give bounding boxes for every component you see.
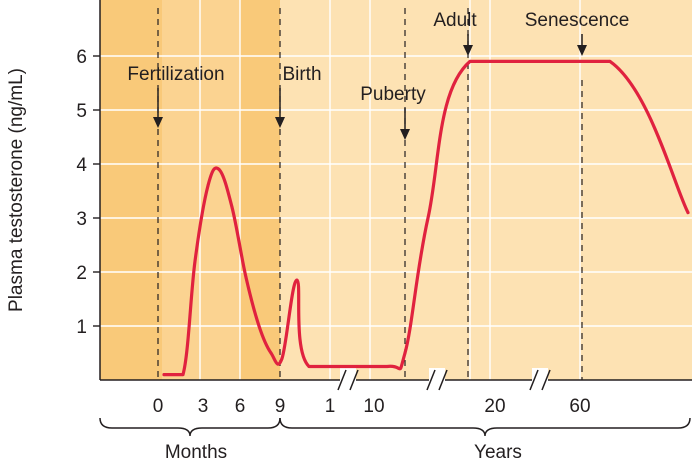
data-point [269,351,273,355]
period-braces: Months Years [99,417,691,463]
y-axis-label: Plasma testosterone (ng/mL) [6,68,27,312]
data-point [426,216,430,220]
y-tick-label: 3 [76,209,87,230]
event-markers [157,8,583,380]
data-point [468,59,472,63]
y-tick-label: 1 [76,317,87,338]
axis-break-mark [349,369,359,391]
event-labels: Fertilization Birth Puberty Adult Senescence [127,10,629,140]
x-tick-label: 9 [275,396,286,417]
data-point [307,365,311,368]
data-point [295,278,299,282]
data-point [385,365,389,368]
data-point [206,184,210,188]
event-label: Adult [433,10,477,31]
data-point [217,167,221,171]
axis-breaks [337,368,551,392]
data-point [608,59,612,63]
brace-months [99,417,281,437]
event-arrow-head [153,117,163,128]
x-tick-label: 60 [569,396,590,417]
y-tick-label: 4 [76,155,87,176]
axis-break-mark [426,369,436,391]
x-tick-label: 6 [235,396,246,417]
axis-break-mark [541,369,551,391]
axis-break-mark [529,369,539,391]
grid-lines [100,0,692,380]
event-arrow-head [463,45,473,56]
y-axis-ticks: 1 2 3 4 5 6 [76,47,100,338]
event-arrow-head [275,117,285,128]
event-label: Fertilization [127,64,224,85]
data-point [257,324,261,328]
event-arrow-head [400,129,410,140]
series-points [162,59,690,377]
data-point [280,356,284,360]
data-point [181,373,185,377]
x-axis-tick-labels: 0 3 6 9 1 10 20 60 [153,396,591,417]
period-label-months: Months [165,442,227,463]
y-tick-label: 5 [76,101,87,122]
y-tick-label: 6 [76,47,87,68]
data-point [244,275,248,279]
data-point [403,351,407,355]
event-label: Senescence [525,10,630,31]
y-tick-label: 2 [76,263,87,284]
event-label: Birth [282,64,321,85]
brace-years [279,417,691,437]
x-tick-label: 20 [484,396,505,417]
axis-break-mark [337,369,347,391]
x-tick-label: 10 [363,396,384,417]
data-point [193,259,197,263]
data-point [230,205,234,209]
axis-break-mark [438,369,448,391]
data-point [162,373,166,377]
data-point [686,211,690,215]
period-label-years: Years [474,442,522,463]
x-tick-label: 3 [198,396,209,417]
event-label: Puberty [360,84,426,105]
event-arrow-head [577,45,587,56]
x-tick-label: 0 [153,396,164,417]
x-tick-label: 1 [325,396,336,417]
